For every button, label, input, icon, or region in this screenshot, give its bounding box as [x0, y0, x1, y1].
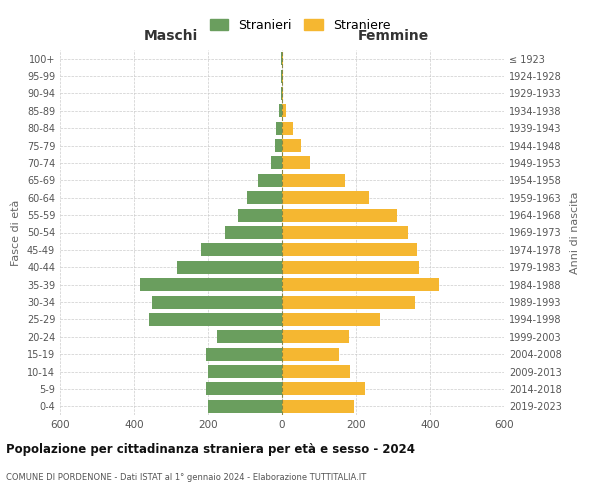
Bar: [282, 278, 439, 291]
Bar: [281, 87, 282, 100]
Bar: [208, 365, 282, 378]
Bar: [281, 52, 282, 65]
Bar: [282, 191, 369, 204]
Bar: [140, 278, 282, 291]
Bar: [238, 208, 282, 222]
Bar: [282, 174, 345, 187]
Text: Femmine: Femmine: [358, 28, 428, 42]
Bar: [282, 70, 283, 82]
Bar: [282, 122, 293, 134]
Bar: [282, 139, 301, 152]
Bar: [217, 330, 282, 344]
Text: Popolazione per cittadinanza straniera per età e sesso - 2024: Popolazione per cittadinanza straniera p…: [6, 442, 415, 456]
Text: COMUNE DI PORDENONE - Dati ISTAT al 1° gennaio 2024 - Elaborazione TUTTITALIA.IT: COMUNE DI PORDENONE - Dati ISTAT al 1° g…: [6, 472, 366, 482]
Bar: [281, 70, 282, 82]
Bar: [258, 174, 282, 187]
Bar: [282, 260, 419, 274]
Bar: [277, 122, 282, 134]
Bar: [282, 156, 310, 170]
Bar: [149, 313, 282, 326]
Bar: [282, 382, 365, 396]
Bar: [282, 313, 380, 326]
Bar: [282, 296, 415, 308]
Bar: [176, 260, 282, 274]
Bar: [282, 400, 354, 413]
Bar: [282, 52, 283, 65]
Bar: [271, 156, 282, 170]
Bar: [152, 296, 282, 308]
Bar: [206, 348, 282, 360]
Bar: [224, 226, 282, 239]
Bar: [247, 191, 282, 204]
Bar: [279, 104, 282, 118]
Y-axis label: Anni di nascita: Anni di nascita: [570, 191, 580, 274]
Legend: Stranieri, Straniere: Stranieri, Straniere: [205, 14, 395, 37]
Bar: [206, 382, 282, 396]
Bar: [282, 87, 283, 100]
Bar: [282, 348, 340, 360]
Bar: [282, 226, 408, 239]
Bar: [282, 330, 349, 344]
Y-axis label: Fasce di età: Fasce di età: [11, 200, 21, 266]
Bar: [208, 400, 282, 413]
Bar: [282, 365, 350, 378]
Bar: [282, 244, 417, 256]
Bar: [282, 208, 397, 222]
Text: Maschi: Maschi: [144, 28, 198, 42]
Bar: [200, 244, 282, 256]
Bar: [282, 104, 286, 118]
Bar: [275, 139, 282, 152]
